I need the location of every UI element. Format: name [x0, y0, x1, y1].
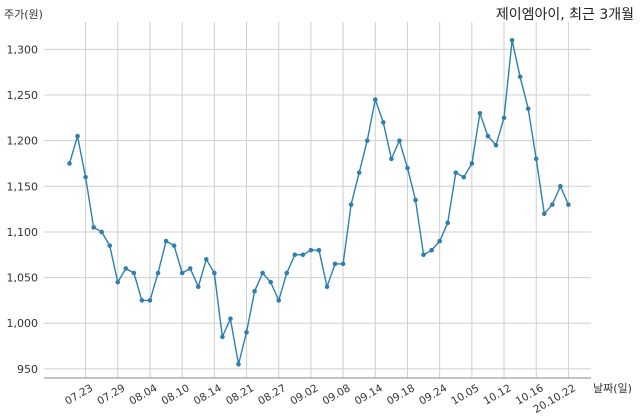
price-point [260, 270, 265, 276]
x-tick-label: 09.02 [288, 382, 320, 407]
price-point [389, 156, 394, 162]
y-axis-unit-label: 주가(원) [4, 8, 43, 21]
price-point [131, 270, 137, 276]
x-tick-label: 10.05 [449, 382, 481, 407]
price-point [115, 279, 121, 285]
price-point [324, 284, 330, 290]
price-point [477, 110, 483, 116]
price-point [340, 261, 346, 267]
price-point [220, 334, 225, 340]
price-point [541, 211, 547, 216]
price-point [332, 261, 338, 267]
x-tick-label: 07.23 [63, 382, 95, 407]
price-point [75, 133, 80, 139]
y-tick-label: 1,300 [7, 43, 39, 56]
x-tick-label: 08.14 [192, 382, 224, 408]
x-tick-label: 09.14 [353, 382, 385, 408]
x-tick-label: 09.24 [417, 382, 449, 408]
price-point [525, 106, 531, 112]
price-point [123, 266, 129, 271]
price-point [445, 220, 451, 226]
price-point [252, 288, 257, 294]
price-point [236, 362, 241, 367]
y-tick-label: 1,250 [7, 89, 39, 102]
price-point [405, 165, 410, 171]
price-point [187, 266, 193, 271]
price-point [566, 202, 571, 207]
y-tick-label: 1,150 [7, 180, 39, 193]
x-tick-label: 10.12 [482, 382, 514, 407]
price-point [155, 270, 161, 276]
price-point [413, 197, 418, 203]
price-point [268, 279, 273, 285]
x-tick-label: 09.08 [321, 382, 353, 407]
price-point [509, 37, 515, 43]
price-point [493, 142, 499, 148]
price-point [558, 184, 563, 189]
price-point [485, 133, 491, 139]
price-point [348, 202, 354, 207]
price-point [147, 298, 153, 303]
price-point [308, 247, 314, 253]
price-point [372, 97, 378, 102]
price-point [356, 170, 362, 175]
price-point [550, 202, 555, 207]
price-point [83, 174, 88, 180]
x-tick-label: 07.29 [95, 382, 127, 407]
price-point [453, 170, 459, 175]
price-point [437, 238, 442, 244]
price-point [171, 243, 177, 248]
price-point [501, 115, 507, 121]
price-point [397, 138, 402, 143]
price-point [461, 174, 467, 180]
price-point [469, 161, 475, 166]
y-tick-label: 1,200 [7, 135, 39, 148]
x-tick-label: 08.27 [256, 382, 288, 407]
price-point [195, 284, 201, 290]
price-point [276, 298, 282, 303]
price-point [300, 252, 306, 258]
price-point [99, 229, 104, 235]
price-point [244, 330, 249, 335]
x-tick-label: 08.21 [224, 382, 256, 407]
price-point [284, 270, 290, 276]
price-point [107, 243, 113, 248]
price-point [364, 138, 370, 143]
price-series-line [68, 39, 570, 365]
chart-title: 제이엠아이, 최근 3개월 [495, 7, 634, 23]
price-point [203, 257, 209, 262]
price-point [228, 316, 233, 321]
price-point [316, 247, 322, 253]
price-point [163, 238, 169, 244]
price-point [533, 156, 539, 162]
price-point [292, 252, 298, 258]
y-tick-label: 950 [17, 363, 38, 376]
price-point [517, 74, 523, 80]
price-point [91, 225, 96, 230]
x-axis-unit-label: 날짜(일) [593, 382, 632, 395]
x-tick-label: 08.04 [127, 382, 159, 408]
y-tick-label: 1,100 [7, 226, 39, 239]
y-tick-label: 1,000 [7, 317, 39, 330]
price-point [139, 298, 145, 303]
x-tick-label: 09.18 [385, 382, 417, 407]
x-tick-label: 08.10 [160, 382, 192, 407]
price-point [421, 252, 426, 258]
price-point [212, 270, 217, 276]
price-point [67, 161, 72, 166]
price-point [429, 247, 434, 253]
price-point [179, 270, 185, 276]
y-tick-label: 1,050 [7, 272, 39, 285]
price-point [381, 120, 386, 125]
